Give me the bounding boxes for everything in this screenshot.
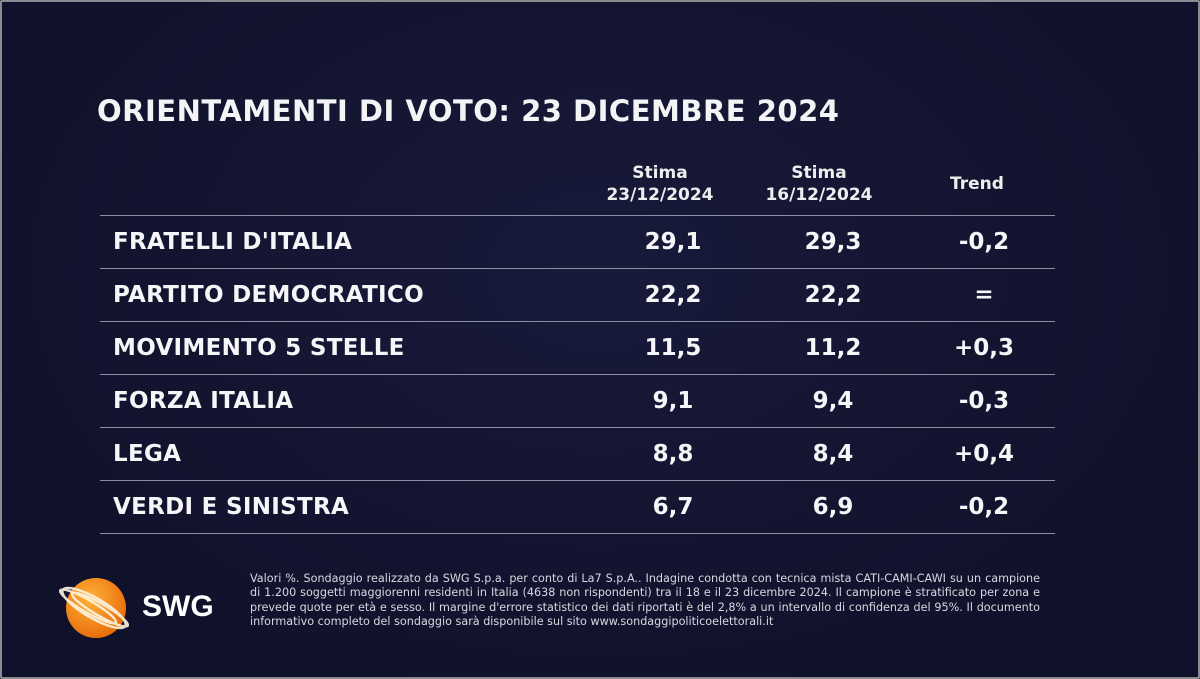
- current-estimate: 8,8: [593, 427, 753, 481]
- party-name: VERDI E SINISTRA: [100, 480, 593, 534]
- trend-value: -0,3: [913, 374, 1055, 428]
- header-label: Stima: [632, 163, 688, 183]
- previous-estimate: 29,3: [753, 215, 913, 269]
- header-label: Trend: [950, 174, 1004, 194]
- trend-value: +0,3: [913, 321, 1055, 375]
- trend-value: +0,4: [913, 427, 1055, 481]
- column-header-trend: Trend: [892, 173, 1062, 195]
- previous-estimate: 8,4: [753, 427, 913, 481]
- current-estimate: 9,1: [593, 374, 753, 428]
- party-name: FRATELLI D'ITALIA: [100, 215, 593, 269]
- current-estimate: 22,2: [593, 268, 753, 322]
- previous-estimate: 22,2: [753, 268, 913, 322]
- previous-estimate: 9,4: [753, 374, 913, 428]
- table-row: FRATELLI D'ITALIA 29,1 29,3 -0,2: [100, 215, 1055, 269]
- table-row: LEGA 8,8 8,4 +0,4: [100, 427, 1055, 481]
- table-row: MOVIMENTO 5 STELLE 11,5 11,2 +0,3: [100, 321, 1055, 375]
- trend-value: =: [913, 268, 1055, 322]
- swg-logo-text: SWG: [142, 590, 214, 623]
- current-estimate: 6,7: [593, 480, 753, 534]
- table-row: VERDI E SINISTRA 6,7 6,9 -0,2: [100, 480, 1055, 534]
- header-date: 16/12/2024: [765, 185, 873, 205]
- page-title: ORIENTAMENTI DI VOTO: 23 DICEMBRE 2024: [97, 94, 840, 128]
- footnote: Valori %. Sondaggio realizzato da SWG S.…: [250, 572, 1040, 628]
- poll-table: FRATELLI D'ITALIA 29,1 29,3 -0,2 PARTITO DEM…: [100, 215, 1055, 534]
- current-estimate: 29,1: [593, 215, 753, 269]
- header-date: 23/12/2024: [606, 185, 714, 205]
- table-row: FORZA ITALIA 9,1 9,4 -0,3: [100, 374, 1055, 428]
- column-header-current: Stima 23/12/2024: [575, 162, 745, 206]
- column-header-previous: Stima 16/12/2024: [734, 162, 904, 206]
- current-estimate: 11,5: [593, 321, 753, 375]
- previous-estimate: 6,9: [753, 480, 913, 534]
- party-name: MOVIMENTO 5 STELLE: [100, 321, 593, 375]
- trend-value: -0,2: [913, 480, 1055, 534]
- trend-value: -0,2: [913, 215, 1055, 269]
- party-name: LEGA: [100, 427, 593, 481]
- header-label: Stima: [791, 163, 847, 183]
- party-name: FORZA ITALIA: [100, 374, 593, 428]
- table-row: PARTITO DEMOCRATICO 22,2 22,2 =: [100, 268, 1055, 322]
- previous-estimate: 11,2: [753, 321, 913, 375]
- party-name: PARTITO DEMOCRATICO: [100, 268, 593, 322]
- swg-globe-icon: [58, 578, 130, 638]
